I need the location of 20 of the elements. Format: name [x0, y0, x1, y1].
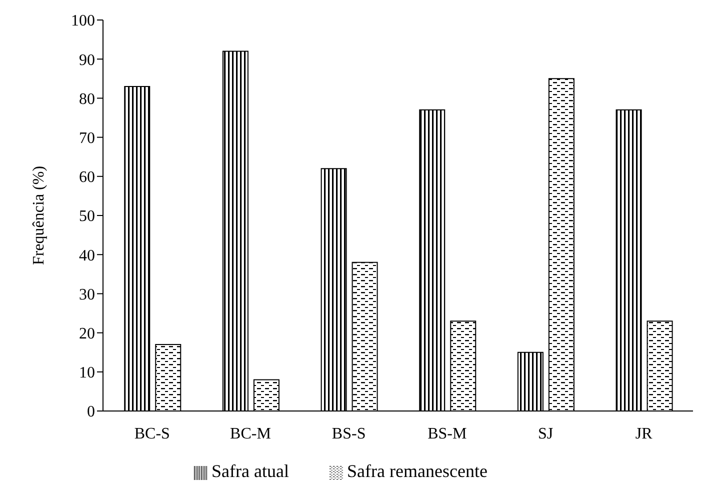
- y-tick-label: 10: [79, 364, 95, 382]
- y-tick-label: 20: [79, 325, 95, 342]
- y-tick-label: 90: [79, 52, 95, 69]
- x-tick-label: BS-S: [332, 425, 366, 442]
- y-tick-label: 0: [87, 404, 95, 421]
- y-tick-label: 70: [79, 130, 95, 147]
- y-axis-title: Frequência (%): [30, 166, 48, 266]
- x-tick-label: JR: [635, 425, 653, 442]
- x-tick-label: BC-M: [230, 425, 271, 442]
- y-tick-label: 30: [79, 286, 95, 304]
- y-tick-label: 40: [79, 247, 95, 264]
- y-tick-label: 80: [79, 90, 95, 108]
- y-tick-label: 100: [71, 12, 95, 30]
- x-tick-label: BS-M: [428, 425, 467, 442]
- legend-label: Safra remanescente: [347, 461, 488, 481]
- x-tick-label: SJ: [538, 425, 554, 442]
- legend-label: Safra atual: [212, 461, 290, 481]
- y-tick-label: 60: [79, 169, 95, 186]
- x-tick-label: BC-S: [134, 425, 170, 442]
- y-tick-label: 50: [79, 208, 95, 226]
